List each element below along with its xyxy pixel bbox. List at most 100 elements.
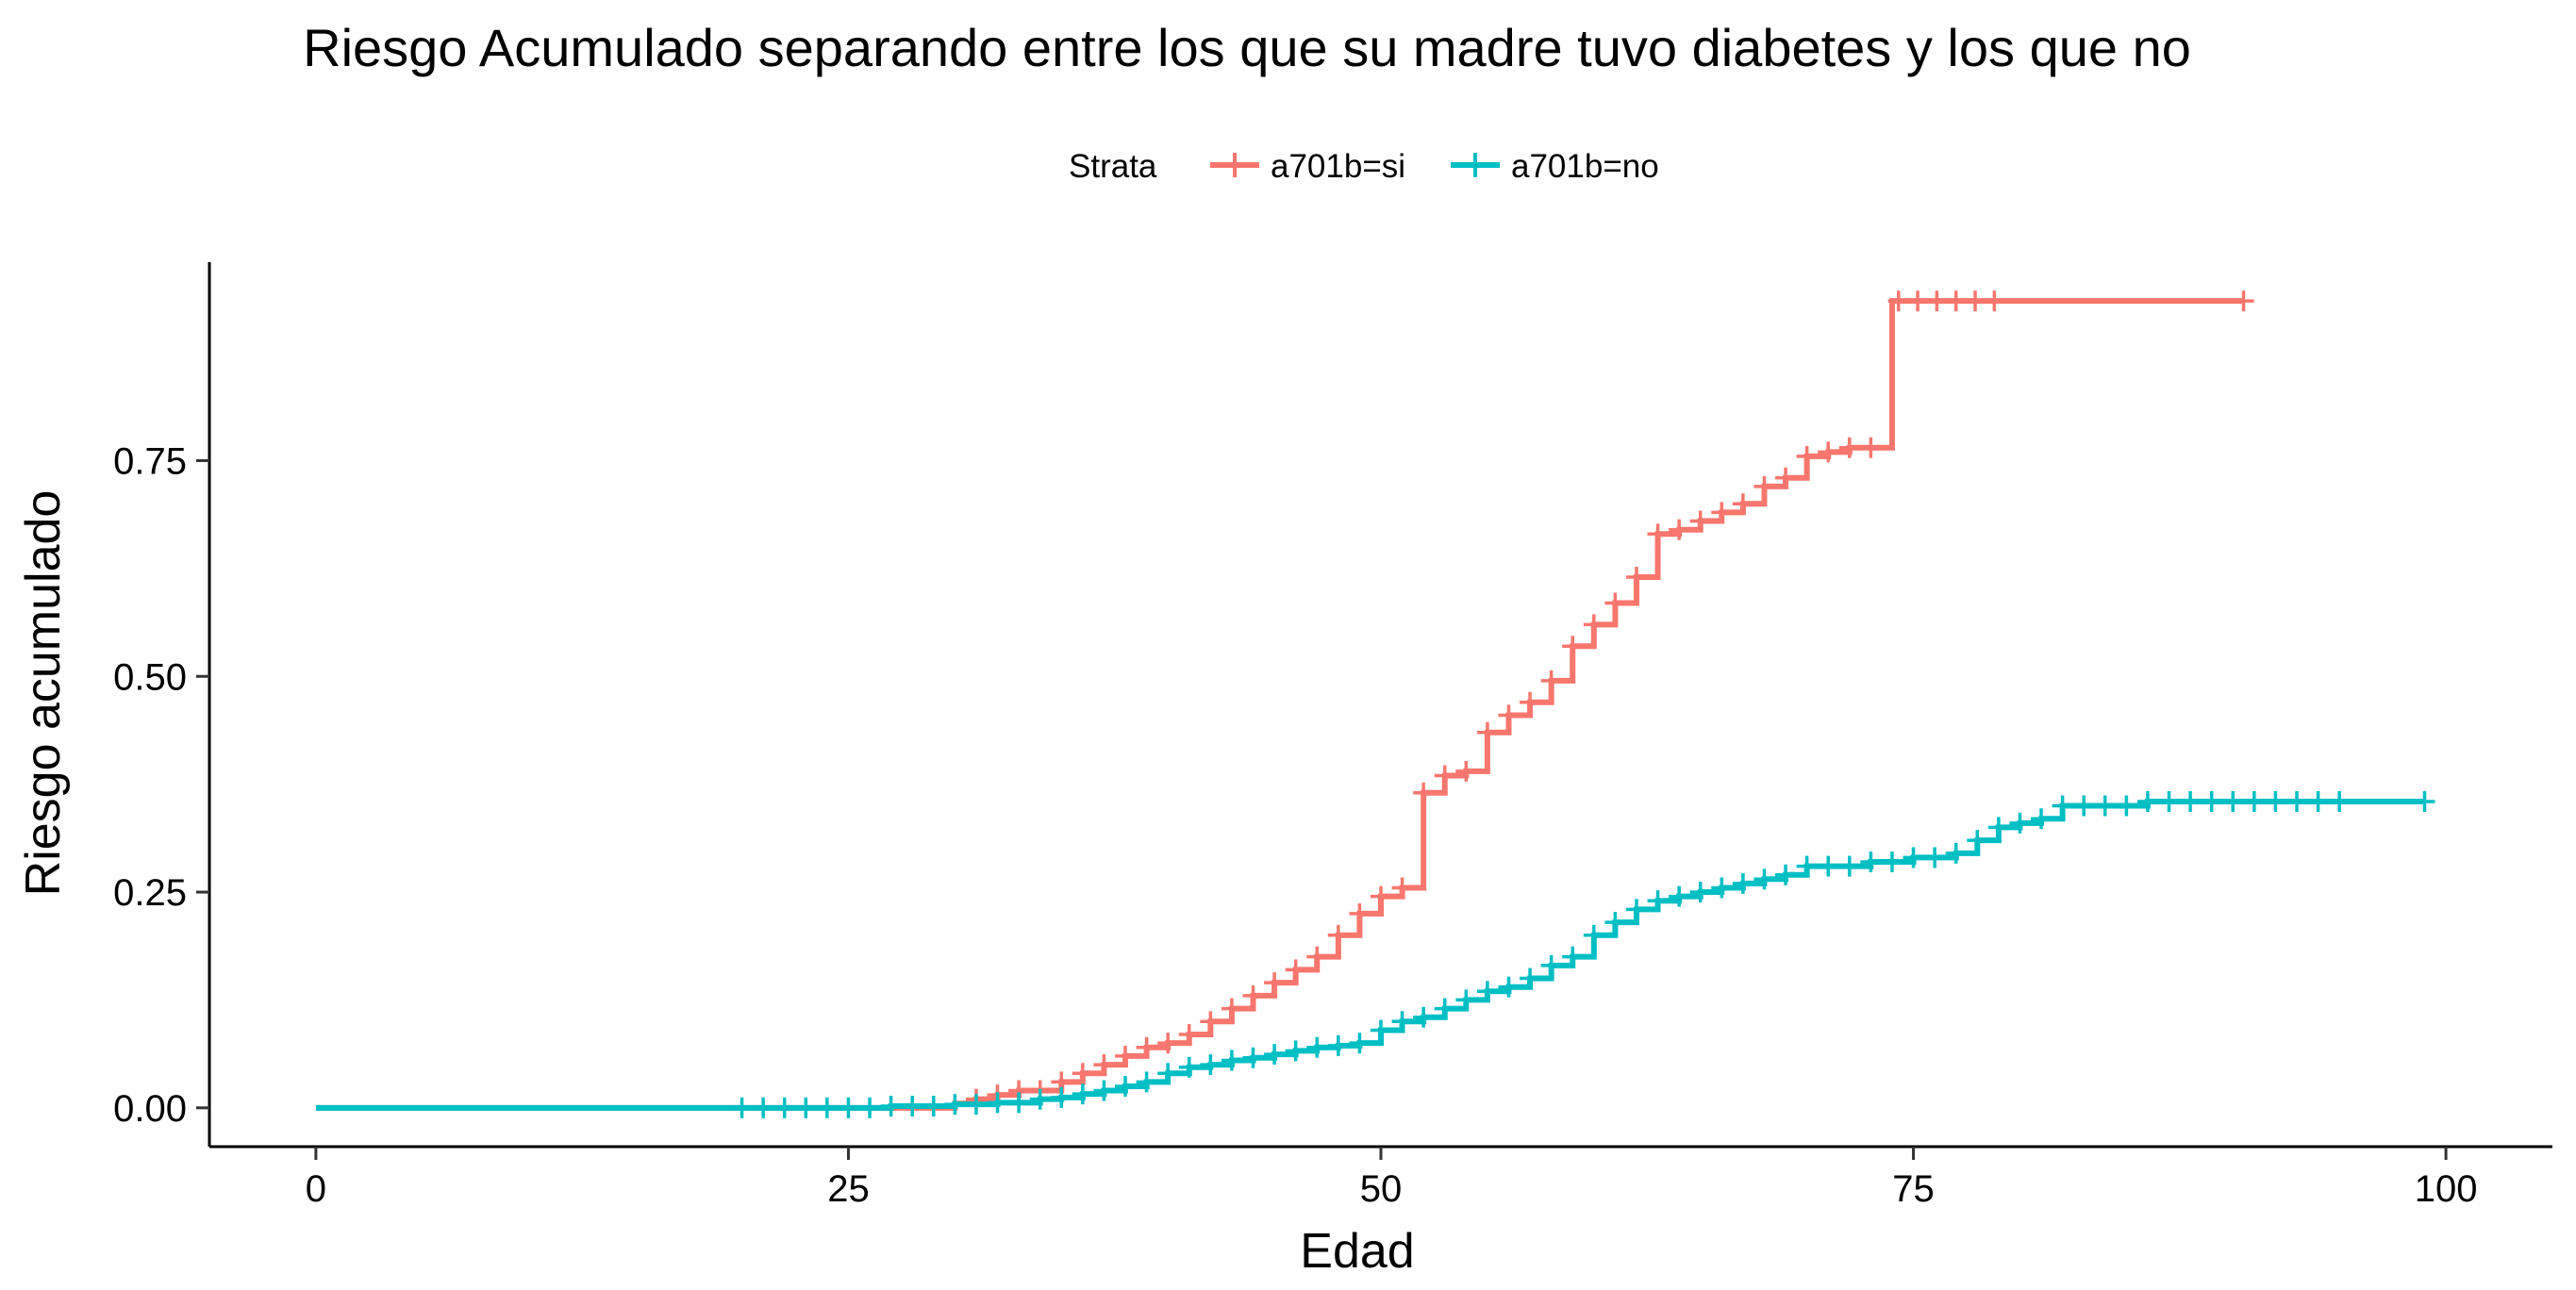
y-tick-label: 0.50 — [113, 656, 187, 698]
censor-mark — [1285, 959, 1306, 981]
censor-mark — [1178, 1024, 1200, 1046]
censor-mark — [1838, 855, 1860, 877]
censor-mark — [859, 1097, 881, 1118]
censor-mark — [1476, 721, 1498, 743]
y-tick-label: 0.00 — [113, 1088, 187, 1130]
censor-mark — [1434, 998, 1455, 1019]
censor-mark — [2222, 790, 2244, 812]
censor-mark — [1647, 523, 1669, 545]
censor-mark — [880, 1095, 902, 1116]
x-tick-label: 75 — [1892, 1168, 1935, 1210]
censor-mark — [2158, 790, 2180, 812]
censor-mark — [2286, 790, 2308, 812]
censor-mark — [1818, 855, 1839, 877]
censor-mark — [1200, 1054, 1222, 1076]
x-axis-title: Edad — [1300, 1224, 1414, 1279]
censor-mark — [1860, 852, 1882, 873]
censor-mark — [1838, 437, 1860, 458]
censor-mark — [1689, 882, 1711, 903]
censor-mark — [1264, 972, 1286, 994]
censor-mark — [1115, 1045, 1137, 1067]
censor-mark — [731, 1097, 753, 1118]
censor-mark — [2136, 790, 2158, 812]
censor-mark — [1115, 1075, 1137, 1097]
censor-mark — [2180, 790, 2202, 812]
censor-mark — [1157, 1063, 1179, 1084]
censor-mark — [1136, 1036, 1157, 1058]
censor-mark — [1391, 1011, 1413, 1033]
censor-mark — [1072, 1063, 1093, 1084]
censor-mark — [2414, 790, 2435, 812]
censor-mark — [922, 1095, 944, 1116]
censor-mark — [1520, 691, 1541, 713]
chart-title: Riesgo Acumulado separando entre los que… — [303, 18, 2191, 77]
censor-mark — [902, 1095, 923, 1116]
censor-mark — [1391, 877, 1413, 899]
censor-mark — [1711, 877, 1733, 899]
y-axis-title: Riesgo acumulado — [16, 490, 71, 897]
censor-mark — [1242, 1047, 1264, 1068]
censor-mark — [1520, 968, 1541, 989]
censor-mark — [1987, 817, 2009, 838]
censor-mark — [1881, 852, 1903, 873]
censor-mark — [1498, 704, 1520, 726]
censor-mark — [1753, 868, 1775, 890]
censor-mark — [1072, 1083, 1093, 1105]
censor-mark — [1625, 899, 1647, 920]
censor-mark — [1669, 519, 1690, 540]
series-a701b=no — [315, 790, 2435, 1118]
x-tick-label: 50 — [1360, 1168, 1403, 1210]
censor-mark — [1200, 1011, 1222, 1033]
censor-mark — [2031, 808, 2052, 830]
censor-mark — [2073, 795, 2095, 817]
censor-mark — [2094, 795, 2116, 817]
censor-mark — [1008, 1092, 1030, 1114]
censor-mark — [1604, 592, 1626, 614]
censor-mark — [1903, 847, 1924, 868]
censor-mark — [1907, 290, 1929, 312]
censor-mark — [1625, 567, 1647, 588]
censor-mark — [795, 1097, 817, 1118]
censor-mark — [1753, 475, 1775, 497]
censor-mark — [965, 1094, 987, 1116]
y-ticks: 0.00 0.25 0.50 0.75 — [113, 440, 209, 1130]
censor-mark — [1093, 1080, 1115, 1101]
censor-mark — [753, 1097, 774, 1118]
censor-mark — [2201, 790, 2222, 812]
legend: Strata a701b=si a701b=no — [1069, 148, 1659, 185]
censor-mark — [773, 1097, 795, 1118]
censor-mark — [1775, 467, 1797, 488]
censor-mark — [1349, 902, 1371, 924]
censor-mark — [1984, 290, 2005, 312]
y-tick-label: 0.75 — [113, 440, 187, 482]
censor-mark — [1051, 1086, 1072, 1108]
censor-mark — [1434, 765, 1455, 786]
censor-mark — [1498, 976, 1520, 998]
censor-mark — [1796, 445, 1818, 467]
censor-mark — [1926, 290, 1948, 312]
censor-mark — [1221, 998, 1242, 1019]
censor-mark — [1455, 760, 1477, 782]
censor-mark — [1413, 1006, 1435, 1028]
series-a701b=si — [315, 290, 2254, 1111]
censor-mark — [1583, 614, 1604, 636]
censor-mark — [1306, 1036, 1328, 1058]
censor-mark — [1327, 1034, 1349, 1056]
censor-mark — [1242, 984, 1264, 1006]
censor-mark — [1157, 1033, 1179, 1054]
axes — [208, 262, 2552, 1149]
censor-mark — [1371, 1019, 1391, 1041]
censor-mark — [2243, 790, 2265, 812]
x-tick-label: 100 — [2415, 1168, 2478, 1210]
censor-mark — [2265, 790, 2286, 812]
x-tick-label: 0 — [306, 1168, 326, 1210]
series-line — [315, 798, 2425, 1111]
censor-mark — [1029, 1088, 1051, 1110]
censor-mark — [2052, 795, 2073, 817]
censor-mark — [1221, 1050, 1242, 1071]
legend-item-a701b=no: a701b=no — [1451, 148, 1659, 185]
legend-label: a701b=no — [1511, 148, 1659, 185]
series-layer — [315, 290, 2435, 1118]
censor-mark — [1775, 864, 1797, 885]
